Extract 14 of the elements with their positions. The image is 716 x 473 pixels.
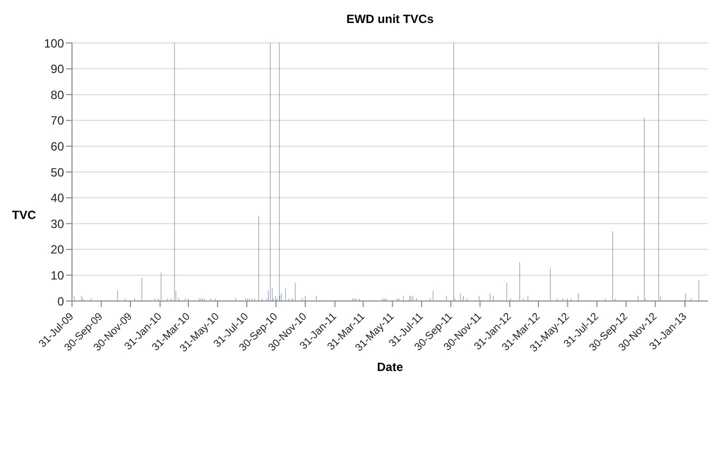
chart-title: EWD unit TVCs — [345, 12, 435, 26]
y-tick-label: 70 — [50, 114, 64, 128]
y-tick-label: 0 — [57, 294, 64, 308]
x-axis-title: Date — [376, 360, 404, 374]
y-tick-label: 30 — [50, 216, 64, 231]
y-tick-label: 40 — [50, 191, 64, 206]
y-tick-label: 100 — [44, 36, 64, 50]
y-axis-title: TVC — [12, 208, 36, 222]
y-tick-label: 60 — [50, 139, 64, 154]
y-tick-label: 50 — [50, 165, 64, 180]
y-tick-label: 10 — [50, 268, 64, 282]
y-tick-label: 20 — [50, 242, 64, 257]
y-tick-label: 80 — [50, 88, 64, 102]
y-tick-label: 90 — [50, 62, 64, 76]
